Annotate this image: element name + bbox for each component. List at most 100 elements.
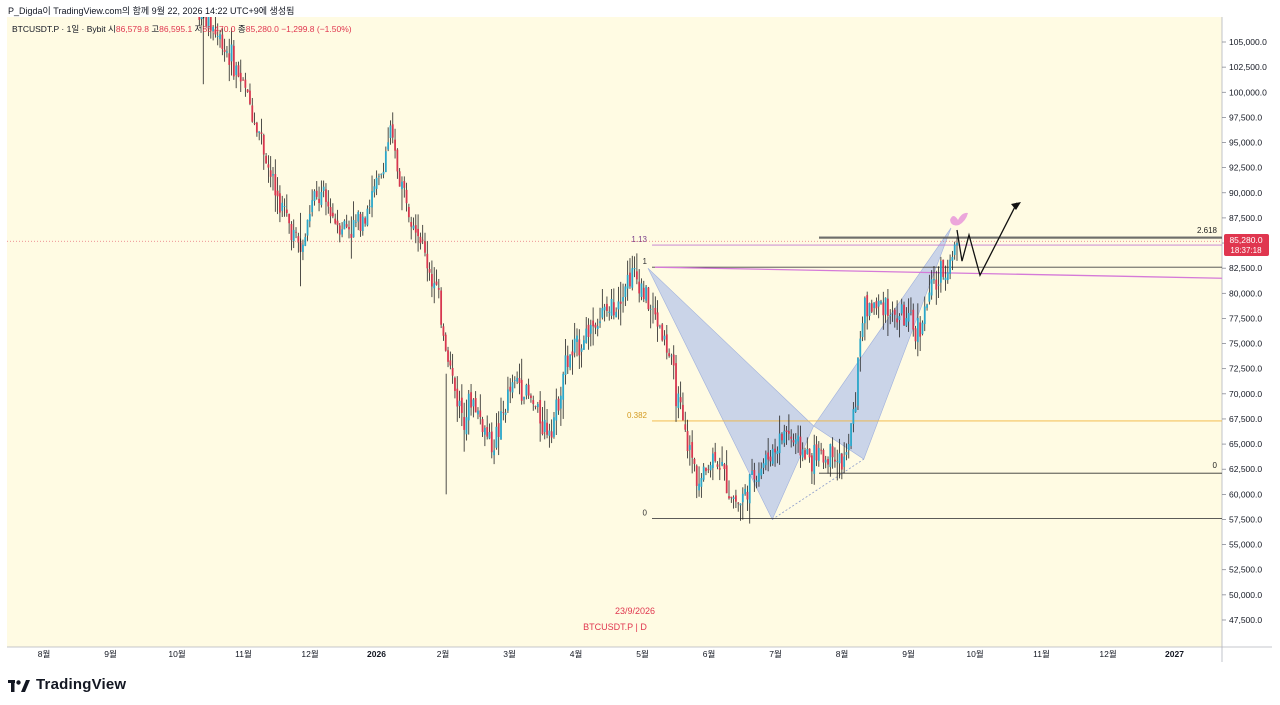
highlight-mark [950,212,968,226]
price-axis-background [1222,17,1272,662]
candle-body [401,181,403,190]
price-tick-label: 72,500.0 [1229,364,1262,374]
candle-body [707,469,710,471]
candle-body [405,189,408,204]
candle-body [606,303,608,311]
price-tick-label: 90,000.0 [1229,188,1262,198]
brand-name: TradingView [36,676,127,693]
candle-body [926,304,928,308]
candle-body [684,424,687,430]
candle-body [320,191,323,205]
price-tag-box [1224,234,1269,256]
candle-body [440,290,443,325]
candle-body [511,382,514,393]
candle-body [334,218,337,224]
candle-body [730,496,733,498]
candle-body [302,244,304,252]
candle-body [308,214,311,222]
candle-body [898,316,901,321]
candle-body [279,193,281,213]
candle-body [619,301,622,304]
tradingview-logo[interactable]: TradingView [8,676,126,693]
candle-body [714,451,717,462]
price-tick-label: 47,500.0 [1229,615,1262,625]
candle-body [721,461,723,466]
time-tick-label: 8월 [836,649,849,659]
last-price-tag: 85,280.0 18:37:18 [1224,234,1269,256]
candle-body [470,392,472,408]
candle-body [753,470,756,480]
candle-body [258,131,261,133]
candle-body [896,318,899,323]
tradingview-logo-icon [8,679,30,692]
candle-body [525,384,528,396]
candle-body [265,155,267,164]
symbol-label[interactable]: BTCUSDT.P · 1일 · Bybit [12,24,106,34]
candle-body [380,174,383,175]
candle-body [463,416,466,430]
candle-body [589,325,592,334]
open-label: 시 [108,24,116,34]
low-label: 저 [194,24,203,34]
candle-body [368,206,371,207]
price-tick-label: 50,000.0 [1229,590,1262,600]
candle-body [852,409,855,424]
candle-body [550,431,553,438]
candle-body [382,171,385,175]
candle-body [410,221,413,227]
time-axis-background [7,647,1272,662]
candle-body [373,186,376,193]
candle-body [638,281,641,294]
candle-body [583,340,585,350]
candle-body [394,139,396,151]
candle-body [910,312,912,314]
level-label: 0 [1213,461,1218,470]
candle-body [939,261,942,283]
candle-body [783,430,786,443]
candle-body [578,339,581,356]
price-chart[interactable]: 1.13 1 0.382 0 2.618 0 105,000.0 102,500.0 100,… [7,0,1272,662]
candle-body [223,49,226,53]
time-tick-label: 8월 [38,649,51,659]
candle-body [226,51,228,53]
candle-body [288,213,291,224]
price-tick-label: 70,000.0 [1229,389,1262,399]
chart-area[interactable]: 1.13 1 0.382 0 2.618 0 105,000.0 102,500.0 100,… [7,0,1272,662]
fib-level-label: 0.382 [627,411,648,420]
price-tick-label: 77,500.0 [1229,313,1262,323]
candle-body [585,328,588,343]
candle-body [612,302,615,316]
candle-body [617,301,620,310]
candle-body [688,445,691,450]
candle-body [599,321,601,324]
candle-body [817,447,820,461]
candle-body [640,283,643,297]
candle-body [239,72,242,82]
candle-body [949,259,951,274]
time-tick-label: 10월 [966,649,983,659]
candle-body [797,435,799,442]
candle-body [870,303,873,312]
candle-body [682,404,684,421]
candle-body [497,423,500,437]
candle-body [424,241,426,253]
price-tick-label: 65,000.0 [1229,439,1262,449]
candle-body [801,449,804,458]
candle-body [214,29,217,35]
candle-body [209,13,212,31]
candle-body [534,405,537,407]
candle-body [456,388,459,407]
candle-body [246,89,249,92]
candle-body [824,459,827,463]
candle-body [718,467,721,470]
candle-body [884,297,887,315]
candle-body [633,268,636,270]
candle-body [541,421,544,435]
candle-body [735,495,737,502]
candle-body [877,300,880,307]
candle-body [787,431,790,434]
candle-body [751,471,753,475]
candle-body [921,322,924,335]
candle-body [532,400,535,405]
candle-body [576,335,578,342]
